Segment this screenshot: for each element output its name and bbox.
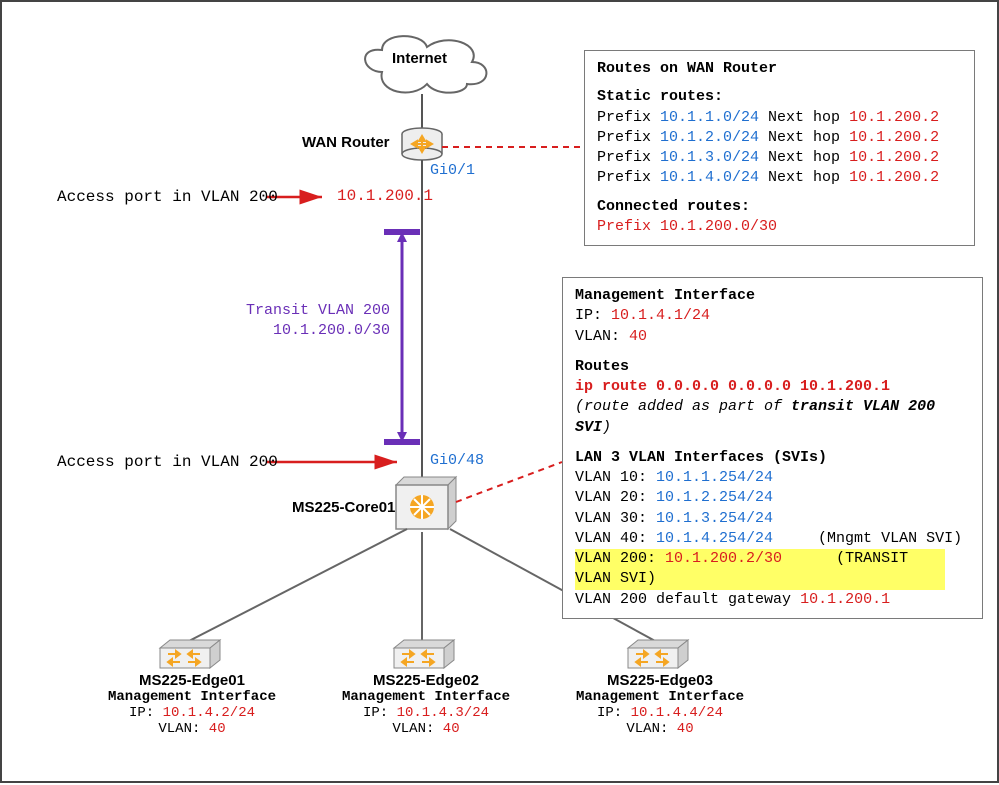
coremgmt-title: Management Interface	[575, 286, 970, 306]
access-port-bottom: Access port in VLAN 200	[57, 453, 278, 471]
gi01-label: Gi0/1	[430, 162, 475, 179]
edge2-icon	[394, 640, 454, 668]
wan-box-title: Routes on WAN Router	[597, 59, 962, 79]
wan-route-row: Prefix 10.1.3.0/24 Next hop 10.1.200.2	[597, 148, 962, 168]
vlan-lbl: VLAN:	[575, 328, 620, 345]
internet-label: Internet	[392, 50, 447, 67]
wan-route-row: Prefix 10.1.2.0/24 Next hop 10.1.200.2	[597, 128, 962, 148]
route-line: ip route 0.0.0.0 0.0.0.0 10.1.200.1	[575, 377, 970, 397]
route-note: (route added as part of transit VLAN 200…	[575, 397, 970, 438]
svi-row: VLAN 40: 10.1.4.254/24 (Mngmt VLAN SVI)	[575, 529, 970, 549]
core-title: MS225-Core01	[292, 499, 395, 516]
access-port-top: Access port in VLAN 200	[57, 188, 278, 206]
core-ip: 10.1.4.1/24	[611, 307, 710, 324]
wan-static-title: Static routes:	[597, 87, 962, 107]
svi-row: VLAN 20: 10.1.2.254/24	[575, 488, 970, 508]
gi01-ip: 10.1.200.1	[337, 187, 433, 205]
core-box: Management Interface IP: 10.1.4.1/24 VLA…	[562, 277, 983, 619]
wan-route-row: Prefix 10.1.1.0/24 Next hop 10.1.200.2	[597, 108, 962, 128]
routes-title: Routes	[575, 357, 970, 377]
transit-line1: Transit VLAN 200	[235, 302, 390, 319]
wan-connected-title: Connected routes:	[597, 197, 962, 217]
edge3-block: MS225-Edge03 Management Interface IP: 10…	[565, 672, 755, 737]
transit-line2: 10.1.200.0/30	[235, 322, 390, 339]
svi-row: VLAN 30: 10.1.3.254/24	[575, 509, 970, 529]
vlan200-gw-row: VLAN 200 default gateway 10.1.200.1	[575, 590, 970, 610]
vlan200-row: VLAN 200: 10.1.200.2/30 (TRANSIT VLAN SV…	[575, 549, 970, 590]
wan-connected-prefix: Prefix 10.1.200.0/30	[597, 217, 962, 237]
wan-router-label: WAN Router	[302, 134, 390, 151]
edge1-block: MS225-Edge01 Management Interface IP: 10…	[97, 672, 287, 737]
edge2-block: MS225-Edge02 Management Interface IP: 10…	[331, 672, 521, 737]
gi048-label: Gi0/48	[430, 452, 484, 469]
core-switch-icon	[396, 477, 456, 529]
svi-row: VLAN 10: 10.1.1.254/24	[575, 468, 970, 488]
wan-router-icon	[402, 128, 442, 160]
wan-routes-box: Routes on WAN Router Static routes: Pref…	[584, 50, 975, 246]
wan-route-row: Prefix 10.1.4.0/24 Next hop 10.1.200.2	[597, 168, 962, 188]
ip-lbl: IP:	[575, 307, 602, 324]
edge1-icon	[160, 640, 220, 668]
core-mgmt-vlan: 40	[629, 328, 647, 345]
svi-title: LAN 3 VLAN Interfaces (SVIs)	[575, 448, 970, 468]
edge3-icon	[628, 640, 688, 668]
network-diagram: { "internet_label": "Internet", "wan_rou…	[0, 0, 999, 783]
